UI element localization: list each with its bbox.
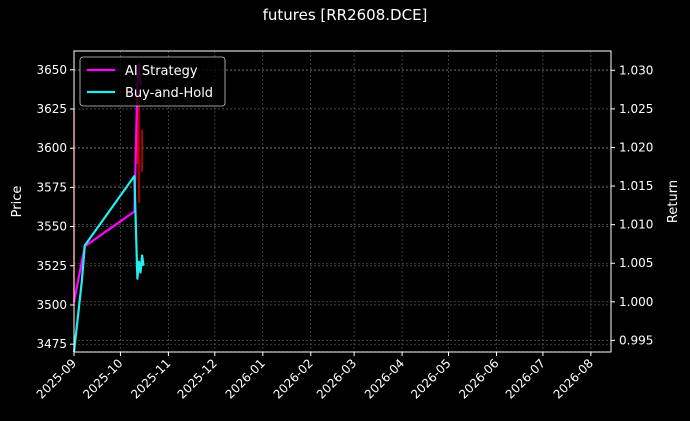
y-left-tick-label: 3500: [36, 298, 67, 312]
y-right-tick-label: 1.005: [619, 256, 653, 270]
y-right-tick-label: 1.015: [619, 179, 653, 193]
legend-box: [79, 56, 226, 107]
y-right-tick-label: 1.010: [619, 218, 653, 232]
legend-label-0: AI Strategy: [125, 64, 198, 79]
x-tick-label: 2025-12: [175, 356, 220, 401]
x-tick-label: 2026-06: [456, 356, 501, 401]
y-left-tick-label: 3600: [36, 141, 67, 155]
chart-title: futures [RR2608.DCE]: [262, 6, 428, 24]
y-left-tick-label: 3525: [36, 259, 67, 273]
x-tick-label: 2025-10: [80, 356, 125, 401]
y-left-tick-label: 3550: [36, 220, 67, 234]
x-tick-label: 2026-02: [271, 356, 316, 401]
y-right-tick-label: 1.030: [619, 63, 653, 77]
x-tick-label: 2026-04: [362, 356, 407, 401]
y-left-tick-label: 3475: [36, 337, 67, 351]
x-tick-label: 2026-07: [503, 356, 548, 401]
x-tick-label: 2026-01: [223, 356, 268, 401]
y-right-tick-label: 1.025: [619, 102, 653, 116]
x-tick-label: 2025-11: [128, 356, 173, 401]
legend-label-1: Buy-and-Hold: [125, 86, 213, 101]
y-right-axis-label: Return: [666, 180, 681, 223]
plot-frame: [73, 50, 612, 353]
x-tick-label: 2025-09: [34, 356, 79, 401]
x-tick-label: 2026-05: [408, 356, 453, 401]
y-right-tick-label: 1.000: [619, 295, 653, 309]
y-right-tick-label: 0.995: [619, 333, 653, 347]
x-tick-label: 2026-08: [551, 356, 596, 401]
y-left-axis-label: Price: [10, 186, 25, 218]
y-right-tick-label: 1.020: [619, 140, 653, 154]
series-line-1: [72, 174, 145, 353]
y-left-tick-label: 3625: [36, 102, 67, 116]
y-left-tick-label: 3650: [36, 63, 67, 77]
x-tick-label: 2026-03: [314, 356, 359, 401]
y-left-tick-label: 3575: [36, 180, 67, 194]
